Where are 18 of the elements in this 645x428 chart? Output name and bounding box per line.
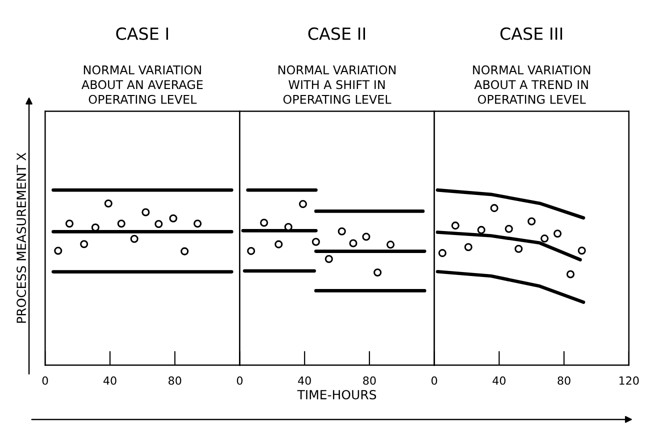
- x-tick-label: 0: [432, 376, 438, 385]
- chart-title: CASE II: [308, 27, 366, 40]
- x-tick-label: 80: [558, 376, 570, 385]
- chart-title: CASE I: [116, 27, 168, 40]
- x-tick-label: 40: [492, 376, 506, 385]
- x-tick-label: 120: [619, 376, 639, 385]
- x-axis-title: TIME-HOURS: [297, 390, 376, 400]
- chart-subtitle: NORMAL VARIATION WITH A SHIFT IN OPERATING LEVEL: [278, 65, 396, 104]
- chart-subtitle: NORMAL VARIATION ABOUT A TREND IN OPERATING LEVEL: [473, 65, 590, 104]
- x-tick-label: 40: [298, 376, 311, 385]
- x-tick-label: 80: [363, 376, 376, 385]
- x-tick-label: 40: [103, 376, 116, 385]
- chart-title: CASE III: [500, 27, 562, 40]
- x-tick-label: 80: [168, 376, 182, 385]
- chart-subtitle: NORMAL VARIATION ABOUT AN AVERAGE OPERATING LEVEL: [82, 65, 203, 104]
- y-axis-title: PROCESS MEASUREMENT X: [16, 152, 26, 323]
- x-tick-label: 0: [236, 376, 243, 385]
- x-tick-label: 0: [42, 376, 48, 385]
